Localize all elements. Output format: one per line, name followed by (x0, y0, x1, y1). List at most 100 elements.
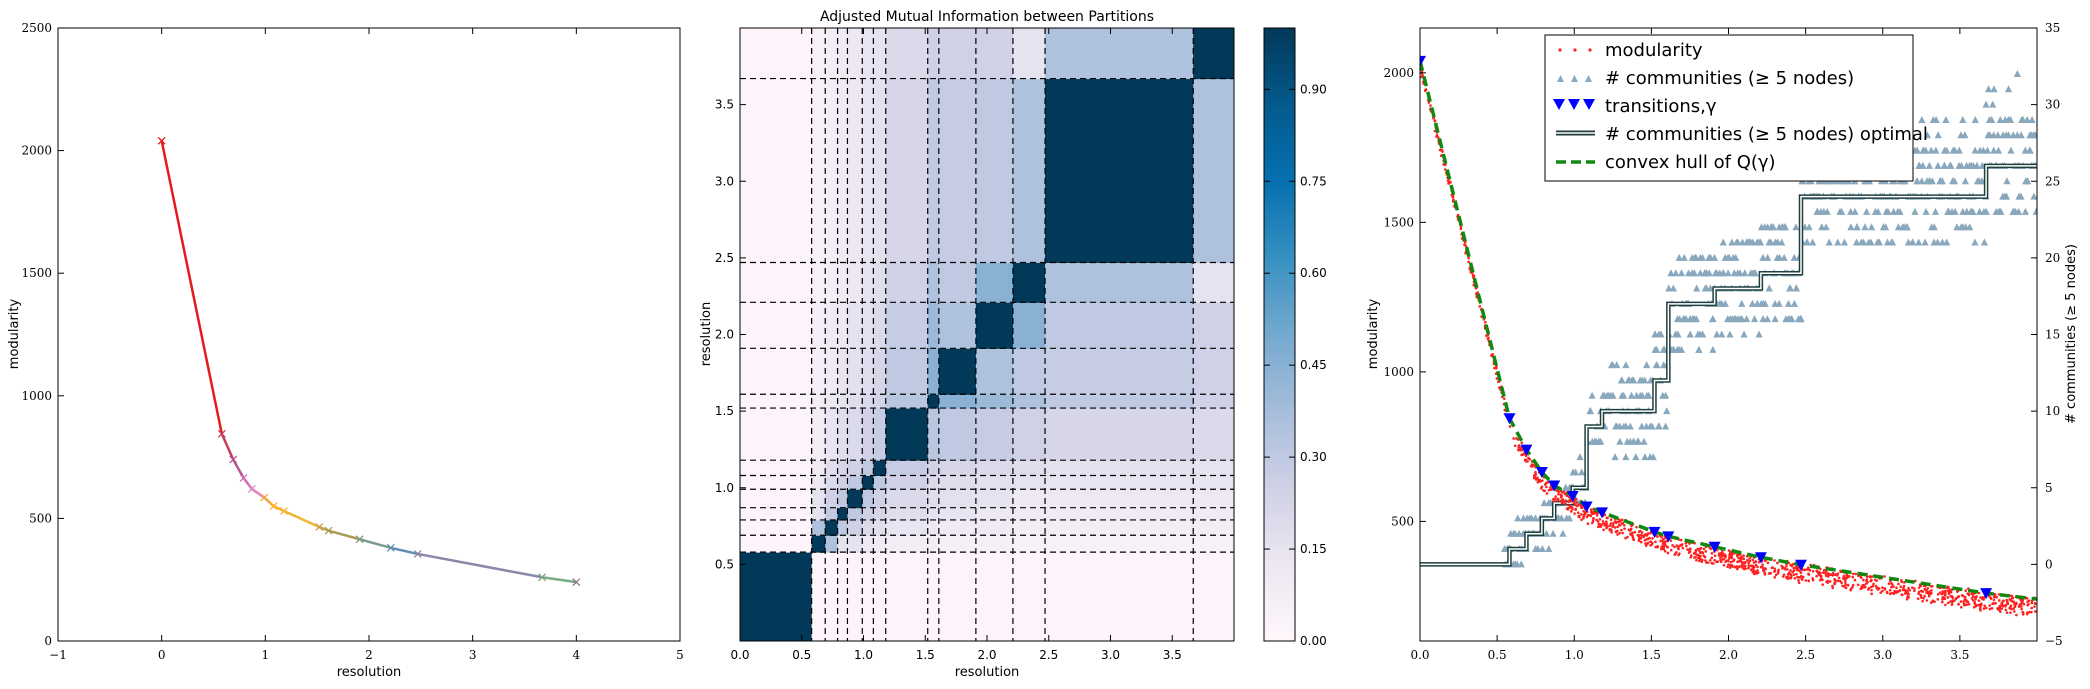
heatmap-cell (1045, 489, 1194, 509)
data-point-marker (247, 485, 256, 493)
heatmap-cell (873, 348, 887, 395)
x-axis-label: resolution (337, 665, 402, 680)
heatmap-cell (862, 552, 874, 642)
modularity-dot (1733, 565, 1736, 568)
data-point-marker (355, 535, 364, 544)
modularity-dot (1777, 568, 1780, 572)
heatmap-cell (1193, 408, 1235, 461)
modularity-dot (1727, 563, 1730, 566)
modularity-dot (1560, 501, 1564, 505)
heatmap-cell (837, 408, 848, 461)
heatmap-cell (825, 475, 839, 490)
heatmap-cell (862, 394, 874, 409)
modularity-dot (1761, 568, 1765, 572)
heatmap-cell (927, 507, 940, 521)
heatmap-cell (975, 28, 1014, 80)
modularity-dot (1908, 588, 1912, 592)
modularity-dot (1539, 487, 1543, 490)
heatmap-cell (938, 552, 977, 642)
community-count-marker (1545, 545, 1553, 553)
legend-label: # communities (≥ 5 nodes) optimal (1605, 124, 1928, 145)
colorbar-tick-label: 0.30 (1300, 450, 1327, 464)
heatmap-cell (873, 394, 887, 409)
heatmap-cell (837, 262, 848, 303)
modularity-dot (1917, 590, 1921, 594)
heatmap-cell (740, 408, 813, 461)
line-segment (282, 509, 321, 529)
modularity-dot (1694, 552, 1698, 556)
modularity-dot (1862, 578, 1865, 582)
modularity-dot (1574, 497, 1578, 501)
y-axis-right-label: # communities (≥ 5 nodes) (2064, 244, 2079, 424)
community-count-marker (1726, 330, 1734, 338)
modularity-dot (1586, 522, 1590, 525)
modularity-dot (1751, 566, 1754, 570)
legend-item-modularity: modularity (1558, 40, 1703, 61)
marker-stroke (280, 507, 288, 516)
heatmap-cell (885, 348, 929, 395)
modularity-dot (1767, 572, 1771, 575)
modularity-dot (1456, 213, 1460, 217)
modularity-dot (2012, 600, 2016, 604)
modularity-dot (1936, 598, 1940, 601)
heatmap-cells (740, 28, 1235, 642)
community-count-marker (1517, 560, 1525, 568)
community-count-marker (1613, 361, 1621, 369)
modularity-dot (1721, 558, 1724, 561)
modularity-communities-chart: 0.0 0.5 1.0 1.5 2.0 2.5 3.0 3.5 500100015002000… (1366, 21, 2079, 662)
heatmap-cell (1193, 460, 1235, 476)
transition-marker (1535, 467, 1548, 479)
heatmap-cell (1045, 460, 1194, 476)
community-count-marker (1781, 223, 1789, 231)
heatmap-cell (1012, 552, 1046, 642)
community-count-marker (1778, 238, 1786, 246)
line-segment (416, 552, 544, 579)
modularity-dot (1742, 554, 1745, 558)
modularity-dot (1715, 548, 1719, 552)
modularity-dot (1739, 555, 1743, 559)
modularity-dot (1859, 575, 1863, 578)
modularity-dot (1907, 595, 1911, 599)
modularity-dot (1739, 564, 1742, 568)
heatmap-cell (825, 552, 839, 642)
legend-triangle-icon (1557, 75, 1564, 82)
community-count-marker (1996, 115, 2004, 123)
modularity-dot (1923, 594, 1926, 598)
community-count-marker (1645, 391, 1653, 399)
heatmap-cell (927, 489, 940, 509)
modularity-dot (1568, 506, 1572, 509)
heatmap-cell (1045, 552, 1194, 642)
heatmap-cell (927, 408, 940, 461)
modularity-dot (1862, 583, 1866, 587)
modularity-dot (2033, 605, 2036, 608)
modularity-dot (1564, 499, 1567, 502)
heatmap-cell (1012, 489, 1046, 509)
heatmap-cell (811, 394, 826, 409)
heatmap-cell (938, 302, 977, 349)
heatmap-cell (975, 475, 1014, 490)
modularity-dot (1651, 537, 1654, 540)
modularity-dot (1613, 526, 1617, 529)
y-axis-label: resolution (699, 302, 714, 367)
modularity-dot (1675, 551, 1678, 554)
modularity-dot (1503, 408, 1507, 412)
modularity-dot (1890, 582, 1893, 585)
transition-marker (1580, 501, 1593, 513)
community-count-marker (1925, 161, 1933, 169)
community-count-marker (1710, 253, 1719, 261)
community-count-marker (1769, 223, 1777, 231)
heatmap-cell (740, 262, 813, 303)
community-count-marker (1622, 453, 1630, 461)
modularity-dot (1764, 559, 1767, 563)
modularity-dot (2002, 599, 2005, 603)
chart-title: Adjusted Mutual Information between Part… (820, 9, 1154, 25)
modularity-dot (1598, 517, 1602, 521)
modularity-dot (1574, 503, 1577, 507)
modularity-dot (1713, 558, 1716, 562)
x-tick-label: 0.5 (1488, 648, 1507, 662)
modularity-dot (1467, 256, 1470, 260)
modularity-dot (1534, 478, 1538, 481)
marker-stroke (413, 549, 422, 558)
modularity-dot (1799, 571, 1803, 575)
community-count-marker (1922, 146, 1930, 154)
